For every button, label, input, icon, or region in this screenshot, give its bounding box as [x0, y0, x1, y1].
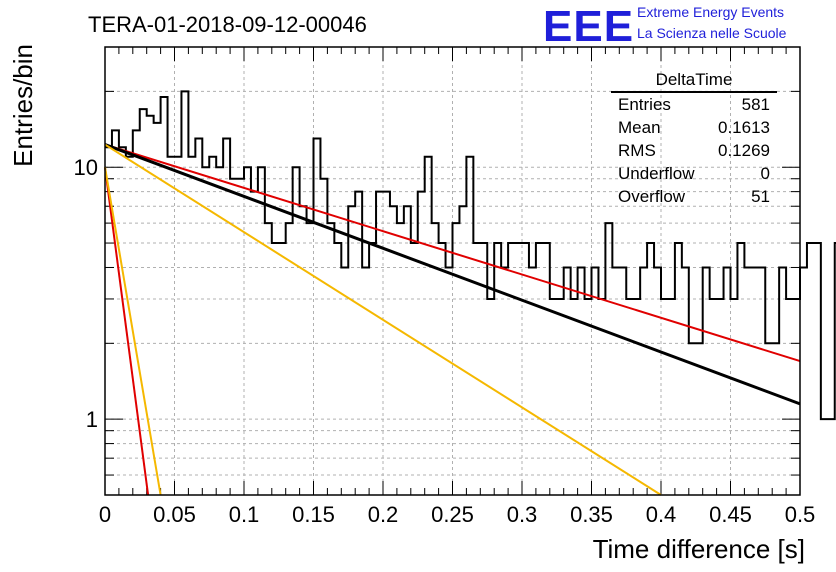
fit-curve	[104, 167, 150, 496]
x-tick-label: 0.35	[570, 502, 613, 527]
x-tick-label: 0.3	[507, 502, 538, 527]
tick-labels: 0 0.05 0.1 0.15 0.2 0.25 0.3 0.35 0.4 0.45 0.5 1 10	[74, 155, 816, 527]
x-tick-label: 0.1	[229, 502, 260, 527]
stats-label-underflow: Underflow	[618, 164, 695, 183]
x-tick-label: 0.05	[153, 502, 196, 527]
stats-label-entries: Entries	[618, 95, 671, 114]
fit-curves	[104, 143, 801, 496]
fit-curve	[104, 167, 162, 496]
x-axis-title: Time difference [s]	[593, 534, 805, 564]
x-tick-label: 0	[99, 502, 111, 527]
y-axis-title: Entries/bin	[8, 44, 38, 167]
stats-box: DeltaTime Entries 581 Mean 0.1613 RMS 0.…	[611, 70, 777, 206]
histogram-steps	[105, 90, 836, 421]
histogram	[105, 90, 836, 421]
stats-title: DeltaTime	[656, 70, 733, 89]
stats-value-overflow: 51	[751, 187, 770, 206]
stats-value-underflow: 0	[761, 164, 770, 183]
stats-value-mean: 0.1613	[718, 118, 770, 137]
x-tick-label: 0.45	[709, 502, 752, 527]
logo-line-2: La Scienza nelle Scuole	[637, 25, 787, 41]
stats-value-rms: 0.1269	[718, 141, 770, 160]
eee-logo-mark: EEE	[543, 2, 634, 51]
x-tick-label: 0.4	[646, 502, 677, 527]
x-tick-label: 0.15	[292, 502, 335, 527]
fit-curve	[104, 143, 801, 406]
stats-label-overflow: Overflow	[618, 187, 686, 206]
x-tick-label: 0.5	[785, 502, 816, 527]
stats-label-rms: RMS	[618, 141, 656, 160]
y-tick-label: 10	[74, 155, 98, 180]
grid-lines	[105, 46, 800, 496]
chart-title: TERA-01-2018-09-12-00046	[88, 12, 367, 37]
stats-value-entries: 581	[742, 95, 770, 114]
plot-frame	[104, 46, 801, 496]
stats-label-mean: Mean	[618, 118, 661, 137]
y-tick-label: 1	[86, 407, 98, 432]
fit-curve	[104, 143, 662, 496]
logo-line-1: Extreme Energy Events	[637, 4, 784, 20]
fit-curve	[104, 143, 801, 363]
x-tick-label: 0.25	[431, 502, 474, 527]
x-tick-label: 0.2	[368, 502, 399, 527]
